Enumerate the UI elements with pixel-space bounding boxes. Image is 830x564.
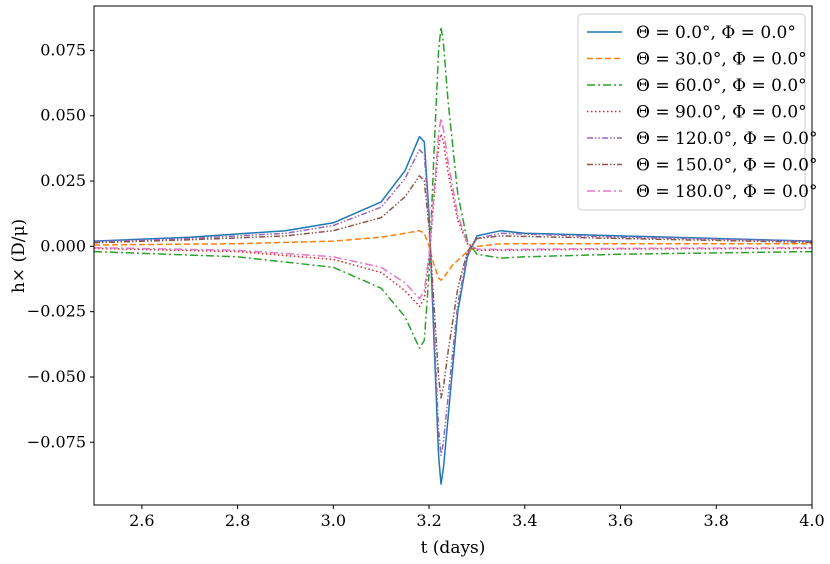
legend-label-4: Θ = 90.0°, Φ = 0.0°: [636, 103, 807, 123]
y-axis-label: h× (D/μ): [9, 219, 29, 293]
x-tick-label: 3.0: [321, 511, 346, 530]
x-tick-label: 2.6: [129, 511, 154, 530]
y-tick-label: 0.050: [40, 106, 86, 125]
legend-label-2: Θ = 30.0°, Φ = 0.0°: [636, 50, 807, 70]
x-axis-label: t (days): [421, 538, 486, 558]
y-tick-label: 0.000: [40, 236, 86, 255]
series-line-7: [94, 117, 812, 300]
series-line-5: [94, 148, 812, 457]
y-tick-label: 0.025: [40, 171, 86, 190]
series-line-4: [94, 133, 812, 308]
y-axis: −0.075 −0.050 −0.025 0.000 0.025 0.050 0.075: [27, 40, 94, 451]
legend-label-7: Θ = 180.0°, Φ = 0.0°: [636, 182, 818, 202]
x-tick-label: 3.6: [608, 511, 633, 530]
series-layer: [94, 26, 812, 485]
series-line-3: [94, 26, 812, 349]
series-line-6: [94, 175, 812, 399]
x-tick-label: 3.4: [512, 511, 537, 530]
y-tick-label: −0.075: [27, 432, 86, 451]
y-tick-label: −0.050: [27, 367, 86, 386]
legend: Θ = 0.0°, Φ = 0.0° Θ = 30.0°, Φ = 0.0° Θ =…: [577, 13, 818, 211]
legend-label-3: Θ = 60.0°, Φ = 0.0°: [636, 76, 807, 96]
legend-label-1: Θ = 0.0°, Φ = 0.0°: [636, 23, 796, 43]
series-line-1: [94, 135, 812, 485]
plot-frame: [93, 5, 813, 506]
legend-label-6: Θ = 150.0°, Φ = 0.0°: [636, 156, 818, 176]
legend-label-5: Θ = 120.0°, Φ = 0.0°: [636, 129, 818, 149]
x-axis: 2.6 2.8 3.0 3.2 3.4 3.6 3.8 4.0: [129, 505, 825, 530]
x-tick-label: 4.0: [799, 511, 824, 530]
x-tick-label: 3.8: [704, 511, 729, 530]
x-tick-label: 2.8: [225, 511, 250, 530]
series-line-2: [94, 229, 812, 282]
x-tick-label: 3.2: [416, 511, 441, 530]
y-tick-label: 0.075: [40, 40, 86, 59]
legend-box: [577, 13, 806, 211]
y-tick-label: −0.025: [27, 302, 86, 321]
